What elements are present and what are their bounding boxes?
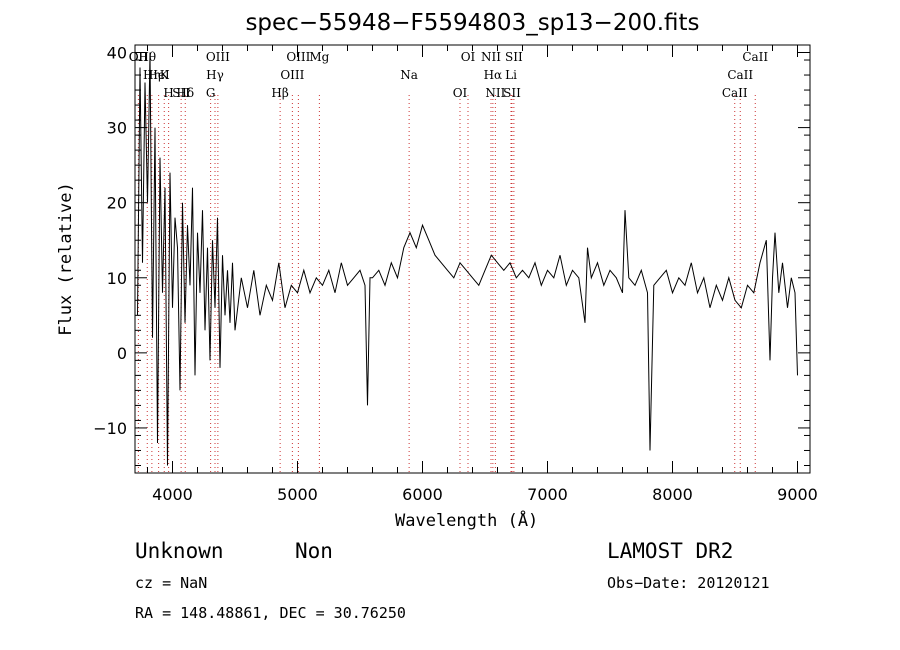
- y-tick-label: 30: [107, 119, 127, 138]
- spectral-line-label: SII: [172, 86, 190, 100]
- spectral-line-label: Hγ: [206, 68, 224, 82]
- spectral-line-label: Hδ: [176, 86, 194, 100]
- spectral-line-label: Hβ: [271, 86, 288, 100]
- y-tick-label: 20: [107, 194, 127, 213]
- y-tick-label: 0: [117, 344, 127, 363]
- spectral-line-label: CaII: [722, 86, 748, 100]
- spectral-line-label: Hα: [484, 68, 503, 82]
- spectral-line-markers: [137, 95, 756, 473]
- y-axis-label: Flux (relative): [56, 182, 76, 336]
- spectrum-line: [137, 52, 798, 466]
- spectral-line-label: Mg: [309, 50, 329, 64]
- axis-ticks: [135, 45, 810, 473]
- spectral-line-label: Na: [400, 68, 418, 82]
- observation-date: Obs−Date: 20120121: [607, 574, 770, 592]
- spectral-line-label: OIII: [280, 68, 304, 82]
- y-tick-label: 40: [107, 44, 127, 63]
- spectral-line-label: NII: [485, 86, 505, 100]
- class-label: Unknown: [135, 539, 224, 563]
- spectral-line-label: CaII: [727, 68, 753, 82]
- y-tick-label: −10: [93, 419, 127, 438]
- x-axis-label: Wavelength (Å): [395, 511, 539, 531]
- spectral-line-label: Li: [505, 68, 517, 82]
- redshift-value: cz = NaN: [135, 574, 208, 592]
- spectral-line-label: G: [206, 86, 216, 100]
- spectral-line-label: Hθ: [138, 50, 156, 64]
- subclass-label: Non: [295, 539, 333, 563]
- y-tick-label: 10: [107, 269, 127, 288]
- spectral-line-label: K: [160, 68, 170, 82]
- spectral-line-label: OI: [453, 86, 468, 100]
- x-tick-label: 6000: [402, 485, 443, 504]
- spectral-line-label: CaII: [742, 50, 768, 64]
- spectral-line-label: OIII: [206, 50, 230, 64]
- spectral-line-label: H: [163, 86, 173, 100]
- tick-labels: 4000 5000 6000 7000 8000 9000 −10 0 10 20 30 40: [93, 44, 818, 504]
- x-tick-label: 8000: [652, 485, 693, 504]
- coordinates: RA = 148.48861, DEC = 30.76250: [135, 604, 406, 622]
- x-tick-label: 5000: [277, 485, 318, 504]
- x-tick-label: 4000: [152, 485, 193, 504]
- spectral-line-label: OIII: [286, 50, 310, 64]
- spectral-line-label: HeI: [147, 68, 170, 82]
- survey-label: LAMOST DR2: [607, 539, 734, 563]
- chart-title: spec−55948−F5594803_sp13−200.fits: [245, 10, 700, 36]
- x-tick-label: 9000: [777, 485, 818, 504]
- spectral-line-label: SII: [505, 50, 523, 64]
- spectral-line-label: OII: [129, 50, 149, 64]
- plot-frame: [134, 44, 811, 474]
- spectral-line-label: OI: [461, 50, 476, 64]
- spectral-line-label: Hη: [143, 68, 161, 82]
- spectral-line-label: NII: [481, 50, 501, 64]
- x-tick-label: 7000: [527, 485, 568, 504]
- spectral-line-labels: HθKHδOIIHeISIIOIIHηHOIIIHγGOIIIOIIIHβMgN…: [129, 50, 769, 100]
- spectral-line-label: SII: [503, 86, 521, 100]
- spectral-line-label: OII: [129, 50, 149, 64]
